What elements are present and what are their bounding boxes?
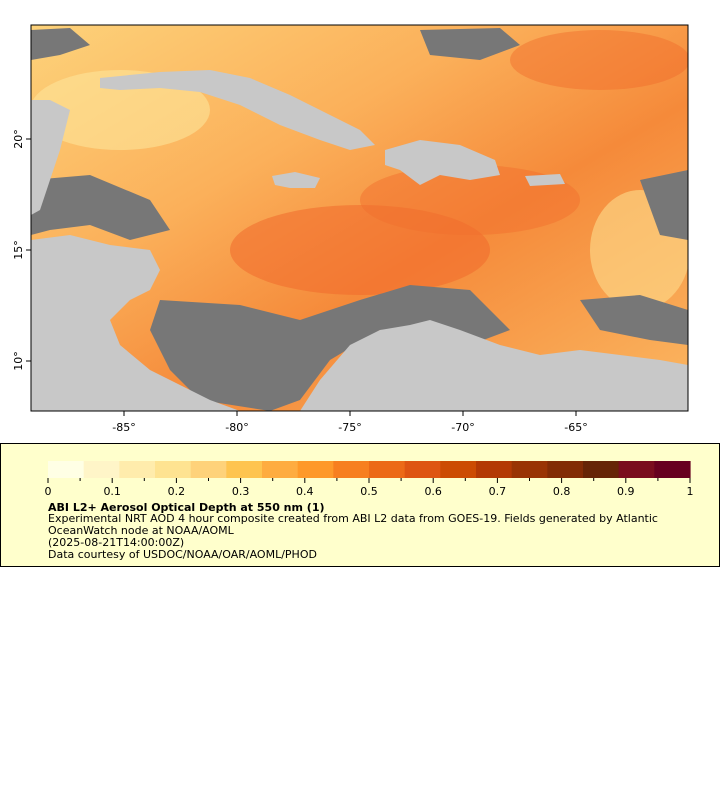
lon-tick-label: -80° [225, 421, 248, 434]
legend-credit: Data courtesy of USDOC/NOAA/OAR/AOML/PHO… [48, 548, 317, 561]
lat-tick-label: 10° [12, 351, 25, 371]
land-hispaniola [385, 140, 500, 185]
aod-high-patch [360, 165, 580, 235]
colorbar-swatch [333, 461, 370, 478]
colorbar-swatch [654, 461, 691, 478]
map-svg: -85° -80° -75° -70° -65° 20° 15° 10° [12, 24, 689, 434]
colorbar-tick-label: 0.3 [232, 485, 250, 498]
no-data-area [150, 285, 510, 411]
no-data-area [640, 170, 688, 240]
colorbar-swatch [618, 461, 655, 478]
colorbar-swatch [369, 461, 406, 478]
no-data-area [580, 295, 688, 345]
lat-tick-label: 15° [12, 240, 25, 260]
colorbar-swatch [226, 461, 263, 478]
legend-timestamp: (2025-08-21T14:00:00Z) [48, 536, 185, 549]
no-data-area [31, 28, 90, 60]
colorbar-swatch [511, 461, 548, 478]
land-puerto-rico [525, 174, 565, 186]
latitude-axis: 20° 15° 10° [12, 129, 31, 371]
colorbar-swatch [547, 461, 584, 478]
colorbar-tick-label: 1 [687, 485, 694, 498]
lon-tick-label: -75° [338, 421, 361, 434]
colorbar-tick-label: 0.6 [424, 485, 442, 498]
colorbar-tick-label: 0.4 [296, 485, 314, 498]
land-central-america [31, 235, 240, 411]
aod-low-patch [31, 70, 210, 150]
colorbar-swatch [190, 461, 227, 478]
colorbar-tick-label: 0.1 [103, 485, 121, 498]
colorbar-tick-label: 0.8 [553, 485, 571, 498]
legend-title: ABI L2+ Aerosol Optical Depth at 550 nm … [48, 501, 325, 514]
colorbar-swatch [476, 461, 513, 478]
land-central-america [31, 100, 70, 215]
colorbar-swatch [119, 461, 156, 478]
colorbar-swatch [297, 461, 334, 478]
lon-tick-label: -85° [112, 421, 135, 434]
land-south-america [300, 320, 688, 411]
lat-tick-label: 20° [12, 129, 25, 149]
plot-border [30, 24, 689, 412]
colorbar-tick-label: 0.7 [489, 485, 507, 498]
land-cuba [100, 70, 375, 150]
no-data-area [420, 28, 520, 60]
colorbar-tick-label: 0 [45, 485, 52, 498]
aod-high-patch [510, 30, 688, 90]
colorbar: 0 0.1 0.2 0.3 0.4 0.5 0.6 0.7 0.8 0.9 1 [45, 461, 694, 498]
map-frame: -85° -80° -75° -70° -65° 20° 15° 10° [12, 24, 689, 434]
colorbar-tick-label: 0.2 [168, 485, 186, 498]
colorbar-swatch [262, 461, 299, 478]
longitude-axis: -85° -80° -75° -70° -65° [112, 411, 588, 434]
colorbar-tick-label: 0.5 [360, 485, 378, 498]
legend-panel: 0 0.1 0.2 0.3 0.4 0.5 0.6 0.7 0.8 0.9 1 ABI L2+ Ae… [0, 443, 720, 567]
colorbar-tick-label: 0.9 [617, 485, 635, 498]
lon-tick-label: -65° [564, 421, 587, 434]
legend-description: Experimental NRT AOD 4 hour composite cr… [48, 512, 658, 537]
no-data-area [31, 175, 170, 240]
colorbar-swatch [48, 461, 85, 478]
colorbar-swatch [583, 461, 620, 478]
colorbar-swatch [155, 461, 192, 478]
colorbar-swatch [83, 461, 120, 478]
land-jamaica [272, 172, 320, 188]
colorbar-swatch [440, 461, 477, 478]
lon-tick-label: -70° [451, 421, 474, 434]
colorbar-swatch [404, 461, 441, 478]
